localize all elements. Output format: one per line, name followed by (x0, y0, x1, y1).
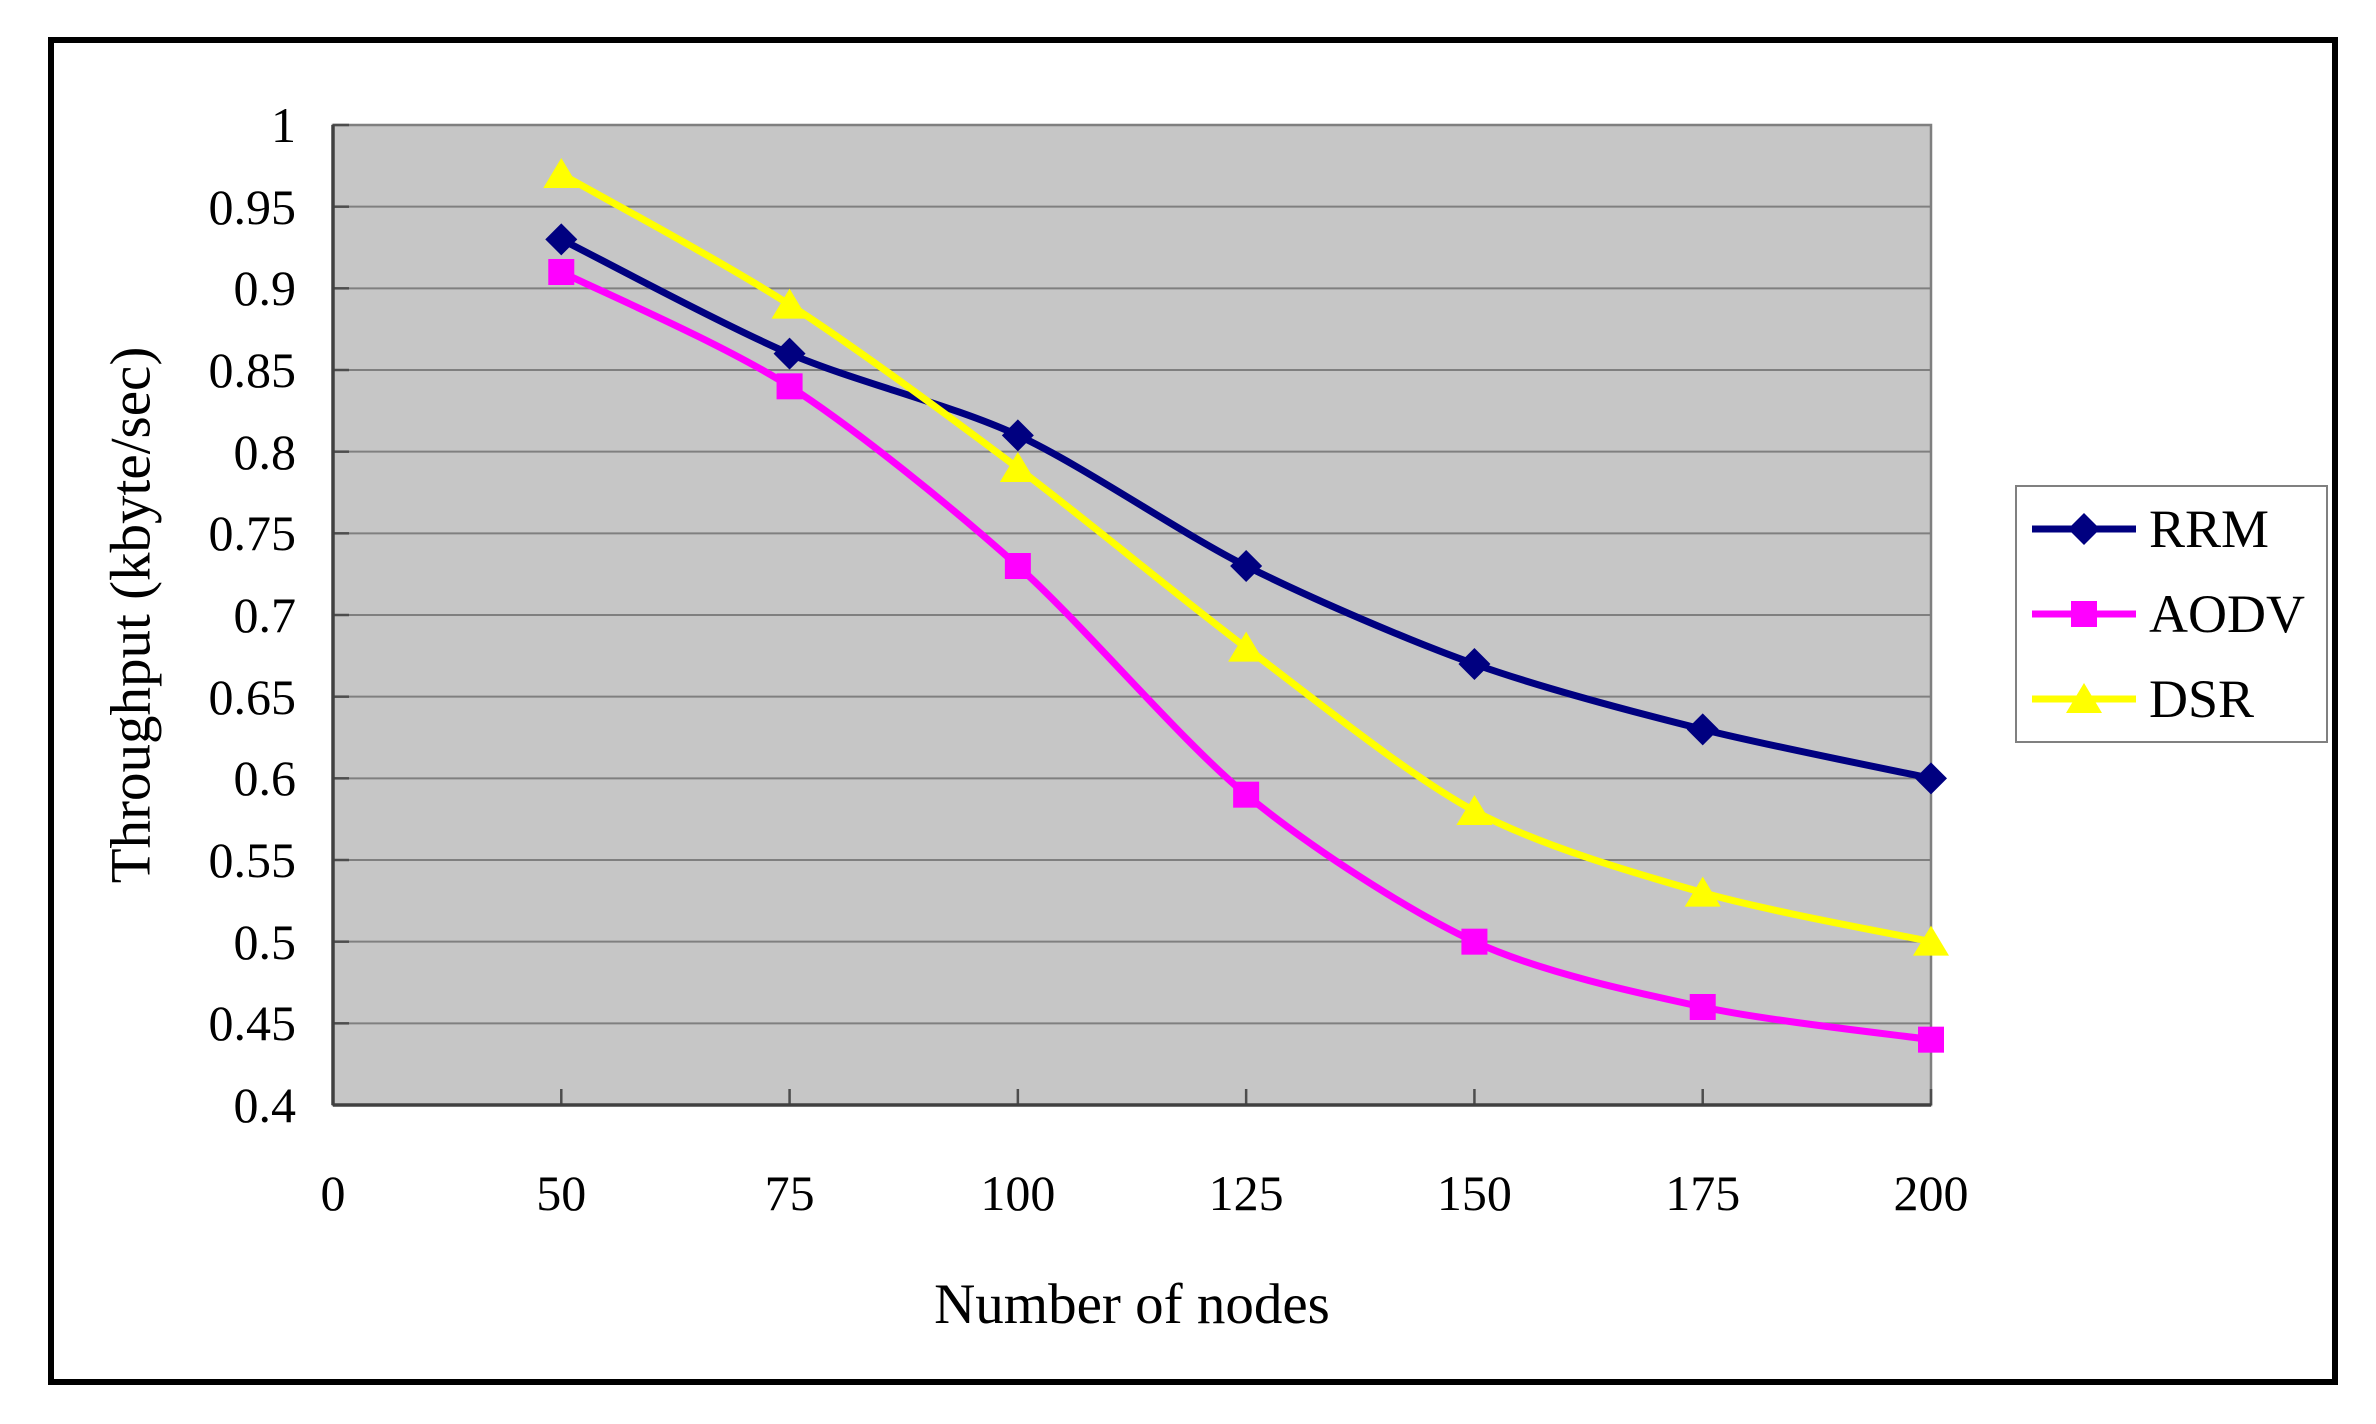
legend-label: RRM (2149, 499, 2270, 560)
axis-tick-marks (331, 123, 1933, 1107)
y-tick-label: 0.75 (208, 505, 297, 562)
legend-marker-square-icon (2032, 601, 2136, 627)
y-tick-label: 0.7 (233, 587, 297, 643)
legend-marker-diamond-icon (2032, 513, 2136, 546)
series-markers-dsr (543, 158, 1949, 956)
y-tick-label: 0.6 (233, 750, 297, 807)
y-tick-label: 0.65 (208, 668, 297, 725)
y-tick-label: 0.55 (208, 832, 297, 888)
legend-item-rrm: RRM (2017, 487, 2326, 572)
x-tick-label: 100 (980, 1165, 1056, 1221)
x-tick-label: 200 (1893, 1165, 1969, 1221)
x-tick-label: 125 (1208, 1165, 1284, 1221)
legend-item-aodv: AODV (2017, 572, 2326, 657)
legend-item-dsr: DSR (2017, 656, 2326, 741)
y-tick-label: 0.8 (233, 423, 297, 480)
legend-marker-triangle-icon (2032, 682, 2136, 713)
figure-border (48, 37, 2338, 1385)
y-tick-label: 1 (271, 97, 296, 153)
x-tick-label: 75 (764, 1165, 815, 1221)
legend: RRM AODV DSR (2015, 485, 2328, 743)
y-tick-label: 0.85 (208, 342, 297, 398)
y-tick-label: 0.95 (208, 178, 297, 235)
legend-label: DSR (2149, 668, 2255, 729)
series-markers-rrm (545, 223, 1947, 795)
y-tick-label: 0.9 (233, 260, 297, 317)
legend-label: AODV (2149, 584, 2305, 644)
x-tick-label: 150 (1436, 1165, 1512, 1221)
x-tick-label: 175 (1665, 1165, 1741, 1221)
x-tick-label: 50 (536, 1165, 587, 1221)
y-tick-label: 0.5 (233, 913, 297, 970)
x-axis-title: Number of nodes (934, 1273, 1330, 1336)
x-tick-label: 0 (320, 1165, 346, 1221)
series-markers-aodv (548, 259, 1944, 1053)
y-axis-title: Throughput (kbyte/sec) (99, 346, 163, 884)
y-tick-label: 0.4 (233, 1077, 297, 1133)
y-tick-label: 0.45 (208, 995, 297, 1052)
